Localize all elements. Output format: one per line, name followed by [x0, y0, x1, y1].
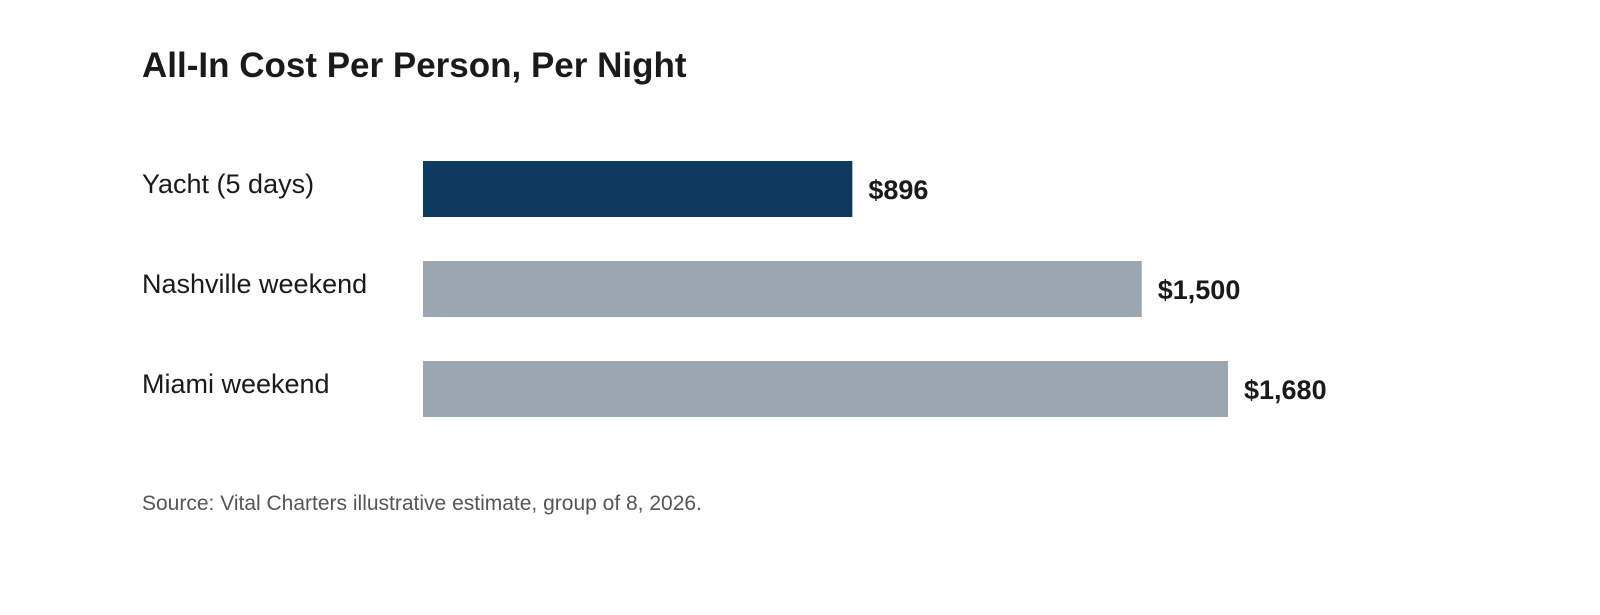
- category-label: Miami weekend: [142, 369, 330, 399]
- chart-title: All-In Cost Per Person, Per Night: [142, 46, 687, 85]
- bar: [423, 361, 1228, 417]
- category-label: Yacht (5 days): [142, 169, 314, 199]
- value-label: $1,500: [1158, 275, 1241, 305]
- category-label: Nashville weekend: [142, 269, 367, 299]
- value-label: $1,680: [1244, 375, 1327, 405]
- bar: [423, 261, 1142, 317]
- bar: [423, 161, 853, 217]
- value-label: $896: [868, 175, 928, 205]
- source-note: Source: Vital Charters illustrative esti…: [142, 492, 702, 515]
